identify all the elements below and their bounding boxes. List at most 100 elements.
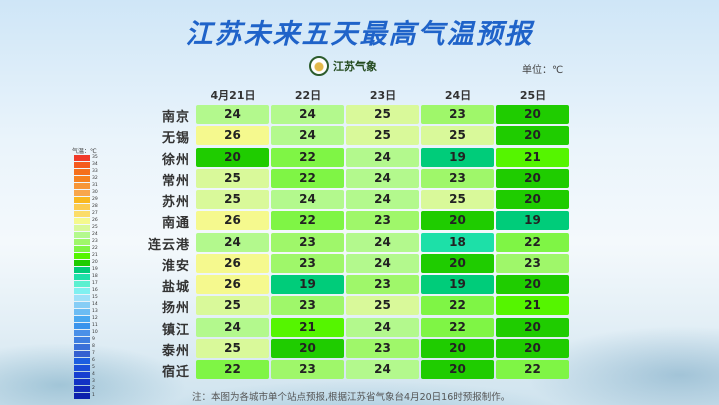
legend-label: 13 (92, 309, 98, 314)
legend-label: 28 (92, 204, 98, 209)
temperature-cell: 22 (271, 147, 344, 167)
legend-label: 30 (92, 190, 98, 195)
temperature-cell: 20 (421, 360, 494, 379)
temperature-cell: 20 (421, 211, 494, 231)
legend-label: 22 (92, 246, 98, 251)
temperature-cell: 23 (496, 253, 569, 273)
legend-swatch (74, 281, 90, 287)
temperature-cell: 25 (421, 190, 494, 209)
temperature-cell: 25 (196, 338, 269, 358)
legend-swatch (74, 225, 90, 231)
legend-swatch (74, 267, 90, 273)
temperature-cell: 24 (346, 232, 419, 252)
temperature-cell: 20 (496, 126, 569, 146)
city-label: 徐州 (161, 152, 190, 168)
city-label: 泰州 (161, 343, 190, 359)
legend-swatch (74, 169, 90, 175)
legend-label: 23 (92, 239, 98, 244)
temperature-cell: 24 (271, 126, 344, 146)
legend-swatch (74, 162, 90, 168)
legend-swatch (74, 288, 90, 294)
legend-label: 10 (92, 330, 98, 335)
legend-label: 2 (92, 386, 95, 391)
temperature-cell: 20 (496, 338, 569, 358)
unit-label: 单位：℃ (522, 65, 564, 76)
legend-label: 8 (92, 344, 95, 349)
temperature-cell: 20 (496, 190, 569, 209)
temperature-cell: 24 (346, 147, 419, 167)
temperature-cell: 24 (271, 190, 344, 209)
column-header: 23日 (369, 89, 397, 102)
legend-label: 33 (92, 169, 98, 174)
legend-label: 9 (92, 337, 95, 342)
temperature-cell: 21 (496, 147, 569, 167)
legend-swatch (74, 239, 90, 245)
legend-label: 20 (92, 260, 98, 265)
temperature-cell: 20 (271, 338, 344, 358)
logo-emblem-icon (309, 56, 329, 76)
city-label: 宿迁 (161, 365, 190, 380)
column-header: 25日 (519, 89, 547, 102)
temperature-cell: 23 (421, 105, 494, 124)
legend-swatch (74, 260, 90, 266)
temperature-cell: 20 (421, 338, 494, 358)
temperature-cell: 19 (421, 275, 494, 294)
temperature-cell: 24 (346, 190, 419, 209)
legend-label: 27 (92, 211, 98, 216)
temperature-cell: 23 (271, 232, 344, 252)
legend-swatch (74, 379, 90, 385)
temperature-cell: 25 (346, 105, 419, 124)
city-label: 盐城 (161, 280, 190, 295)
temperature-cell: 24 (346, 168, 419, 188)
legend-swatch (74, 372, 90, 378)
legend-swatch (74, 351, 90, 357)
temperature-cell: 25 (196, 168, 269, 188)
legend-label: 32 (92, 176, 98, 181)
temperature-cell: 20 (496, 317, 569, 337)
column-header: 22日 (294, 89, 322, 102)
temperature-cell: 22 (421, 296, 494, 316)
legend-swatch (74, 246, 90, 252)
legend-label: 29 (92, 197, 98, 202)
temperature-cell: 20 (496, 275, 569, 294)
legend-swatch (74, 344, 90, 350)
legend-swatch (74, 274, 90, 280)
legend-label: 4 (92, 372, 95, 377)
logo-text: 江苏气象 (333, 60, 377, 73)
temperature-cell: 22 (196, 360, 269, 379)
column-header: 24日 (444, 89, 472, 102)
legend-label: 19 (92, 267, 98, 272)
temperature-cell: 24 (346, 253, 419, 273)
temperature-cell: 25 (346, 126, 419, 146)
temperature-cell: 24 (196, 232, 269, 252)
city-label: 南通 (161, 216, 190, 232)
temperature-cell: 23 (271, 296, 344, 316)
temperature-cell: 20 (196, 147, 269, 167)
temperature-cell: 23 (346, 211, 419, 231)
legend-label: 14 (92, 302, 98, 307)
legend-label: 12 (92, 316, 98, 321)
temperature-cell: 23 (421, 168, 494, 188)
temperature-cell: 25 (196, 296, 269, 316)
legend-title: 气温：℃ (72, 148, 97, 155)
legend-label: 7 (92, 351, 95, 356)
legend-swatch (74, 197, 90, 203)
temperature-cell: 24 (271, 105, 344, 124)
legend-label: 31 (92, 183, 98, 188)
legend-label: 25 (92, 225, 98, 230)
legend-swatch (74, 323, 90, 329)
temperature-cell: 24 (346, 360, 419, 379)
legend-label: 1 (92, 393, 95, 398)
legend-swatch (74, 337, 90, 343)
legend-label: 21 (92, 253, 98, 258)
legend-label: 24 (92, 232, 98, 237)
temperature-cell: 23 (271, 253, 344, 273)
page-title: 江苏未来五天最高气温预报 (185, 19, 534, 50)
temperature-cell: 26 (196, 126, 269, 146)
legend-label: 26 (92, 218, 98, 223)
legend-swatch (74, 302, 90, 308)
temperature-cell: 23 (271, 360, 344, 379)
legend-swatch (74, 183, 90, 189)
temperature-cell: 22 (496, 232, 569, 252)
legend-swatch (74, 218, 90, 224)
